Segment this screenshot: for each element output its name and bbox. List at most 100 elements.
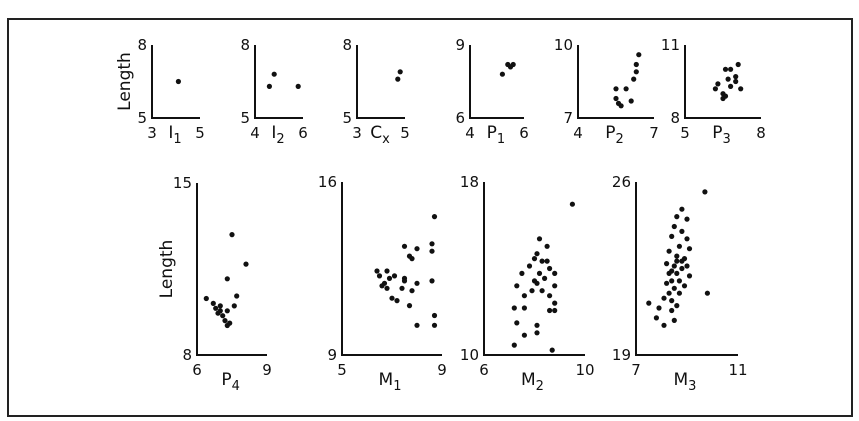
data-point xyxy=(669,307,675,314)
x-axis-label: P2 xyxy=(605,123,624,147)
data-point xyxy=(397,69,403,75)
data-point xyxy=(704,290,711,296)
data-point xyxy=(429,248,435,254)
figure-frame xyxy=(7,18,853,417)
data-point xyxy=(414,322,420,328)
y-tick-label: 5 xyxy=(342,109,352,127)
data-point xyxy=(224,308,230,314)
data-point xyxy=(669,298,675,304)
data-point xyxy=(531,278,538,284)
y-tick-label: 10 xyxy=(460,346,479,364)
data-point xyxy=(376,273,383,279)
data-point xyxy=(521,293,528,299)
x-axis-label: I1 xyxy=(168,123,181,147)
data-point xyxy=(684,236,690,242)
data-point xyxy=(633,61,639,68)
axis-line xyxy=(151,45,200,119)
data-point xyxy=(539,288,545,294)
data-point xyxy=(646,300,652,306)
x-axis-label: P3 xyxy=(712,123,731,147)
x-tick-label: 8 xyxy=(756,124,766,142)
data-point xyxy=(389,295,395,301)
data-point xyxy=(669,268,675,274)
y-axis-label: Length xyxy=(115,52,135,111)
y-tick-label: 8 xyxy=(240,36,250,54)
data-point xyxy=(728,66,734,72)
axis-line xyxy=(469,45,524,119)
data-point xyxy=(536,270,543,276)
data-point xyxy=(386,275,393,281)
data-point xyxy=(679,265,685,272)
y-tick-label: 8 xyxy=(670,109,680,127)
data-point xyxy=(519,270,525,276)
data-point xyxy=(521,332,528,338)
data-point xyxy=(669,278,675,284)
x-tick-label: 6 xyxy=(192,361,202,379)
data-point xyxy=(656,305,662,311)
data-point xyxy=(674,253,680,259)
data-point xyxy=(511,305,517,311)
data-point xyxy=(666,248,672,254)
data-point xyxy=(686,273,693,279)
data-point xyxy=(395,76,401,82)
y-tick-label: 8 xyxy=(342,36,352,54)
data-point xyxy=(175,78,181,85)
x-tick-label: 5 xyxy=(400,124,410,142)
data-point xyxy=(401,278,408,284)
data-point xyxy=(712,86,719,92)
y-tick-label: 16 xyxy=(318,173,337,191)
data-point xyxy=(549,347,555,353)
data-point xyxy=(229,232,235,238)
data-point xyxy=(679,228,685,234)
x-axis-label: Cx xyxy=(370,123,390,147)
data-point xyxy=(569,201,576,207)
data-point xyxy=(507,64,514,70)
y-tick-label: 26 xyxy=(612,173,631,191)
data-point xyxy=(552,307,558,314)
data-point xyxy=(552,283,558,289)
data-point xyxy=(738,86,744,92)
data-point xyxy=(618,103,624,109)
y-tick-label: 19 xyxy=(612,346,631,364)
data-point xyxy=(676,290,683,296)
x-tick-label: 5 xyxy=(195,124,205,142)
data-point xyxy=(531,256,538,262)
x-axis-label: P4 xyxy=(221,370,240,394)
data-point xyxy=(613,95,619,102)
data-point xyxy=(213,305,219,311)
y-tick-label: 7 xyxy=(563,109,573,127)
data-point xyxy=(733,74,739,80)
data-point xyxy=(664,280,670,286)
data-point xyxy=(674,258,680,264)
data-point xyxy=(401,243,408,249)
data-point xyxy=(671,263,677,269)
y-tick-label: 9 xyxy=(455,36,465,54)
data-point xyxy=(702,189,708,195)
data-point xyxy=(725,76,731,82)
y-tick-label: 8 xyxy=(137,36,147,54)
data-point xyxy=(374,268,380,274)
x-tick-label: 5 xyxy=(337,361,347,379)
data-point xyxy=(499,71,505,77)
data-point xyxy=(679,258,685,264)
y-tick-label: 11 xyxy=(661,36,680,54)
data-point xyxy=(542,275,548,281)
x-axis-label: P1 xyxy=(487,123,506,147)
x-tick-label: 11 xyxy=(728,361,747,379)
x-tick-label: 4 xyxy=(465,124,475,142)
data-point xyxy=(429,241,435,247)
data-point xyxy=(669,233,675,239)
data-point xyxy=(544,243,550,249)
data-point xyxy=(384,268,390,274)
data-point xyxy=(394,298,400,304)
data-point xyxy=(715,81,721,87)
data-point xyxy=(243,261,249,267)
data-point xyxy=(514,320,520,326)
data-point xyxy=(203,295,209,302)
data-point xyxy=(728,83,734,89)
data-point xyxy=(684,263,690,269)
data-point xyxy=(661,322,667,328)
x-tick-label: 7 xyxy=(649,124,659,142)
data-point xyxy=(406,303,413,309)
data-point xyxy=(552,300,558,306)
